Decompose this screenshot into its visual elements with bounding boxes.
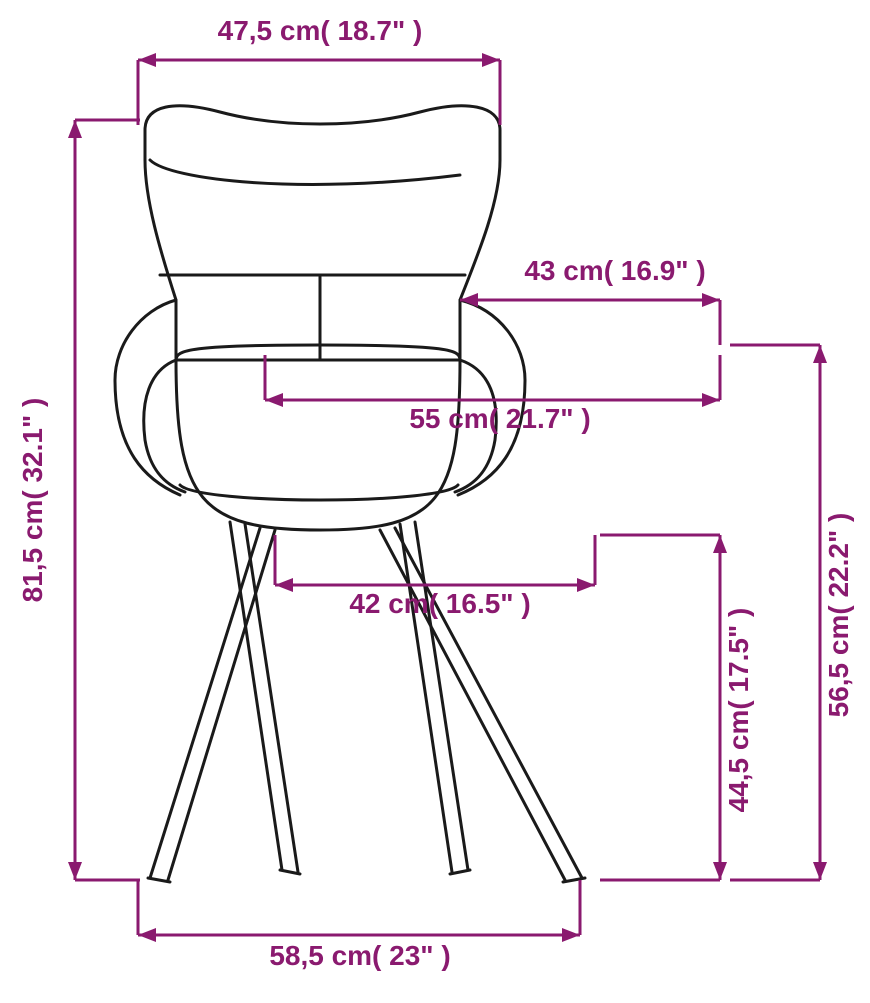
dimension-overall_height: 81,5 cm( 32.1" ) [17, 120, 140, 880]
chair-outline [115, 106, 585, 882]
dimension-label: 47,5 cm( 18.7" ) [218, 15, 423, 46]
dimension-seat_height: 44,5 cm( 17.5" ) [600, 535, 754, 880]
dimension-leg_span: 42 cm( 16.5" ) [275, 535, 595, 619]
dimension-label: 42 cm( 16.5" ) [349, 588, 530, 619]
dimension-top_width: 47,5 cm( 18.7" ) [138, 15, 500, 125]
dimension-base_width: 58,5 cm( 23" ) [138, 880, 580, 971]
dimension-seat_depth: 43 cm( 16.9" ) [460, 255, 720, 345]
dimension-label: 43 cm( 16.9" ) [524, 255, 705, 286]
dimension-label: 56,5 cm( 22.2" ) [823, 513, 854, 718]
dimension-label: 55 cm( 21.7" ) [409, 403, 590, 434]
dimension-label: 44,5 cm( 17.5" ) [723, 608, 754, 813]
dimension-label: 58,5 cm( 23" ) [269, 940, 450, 971]
dimension-label: 81,5 cm( 32.1" ) [17, 398, 48, 603]
